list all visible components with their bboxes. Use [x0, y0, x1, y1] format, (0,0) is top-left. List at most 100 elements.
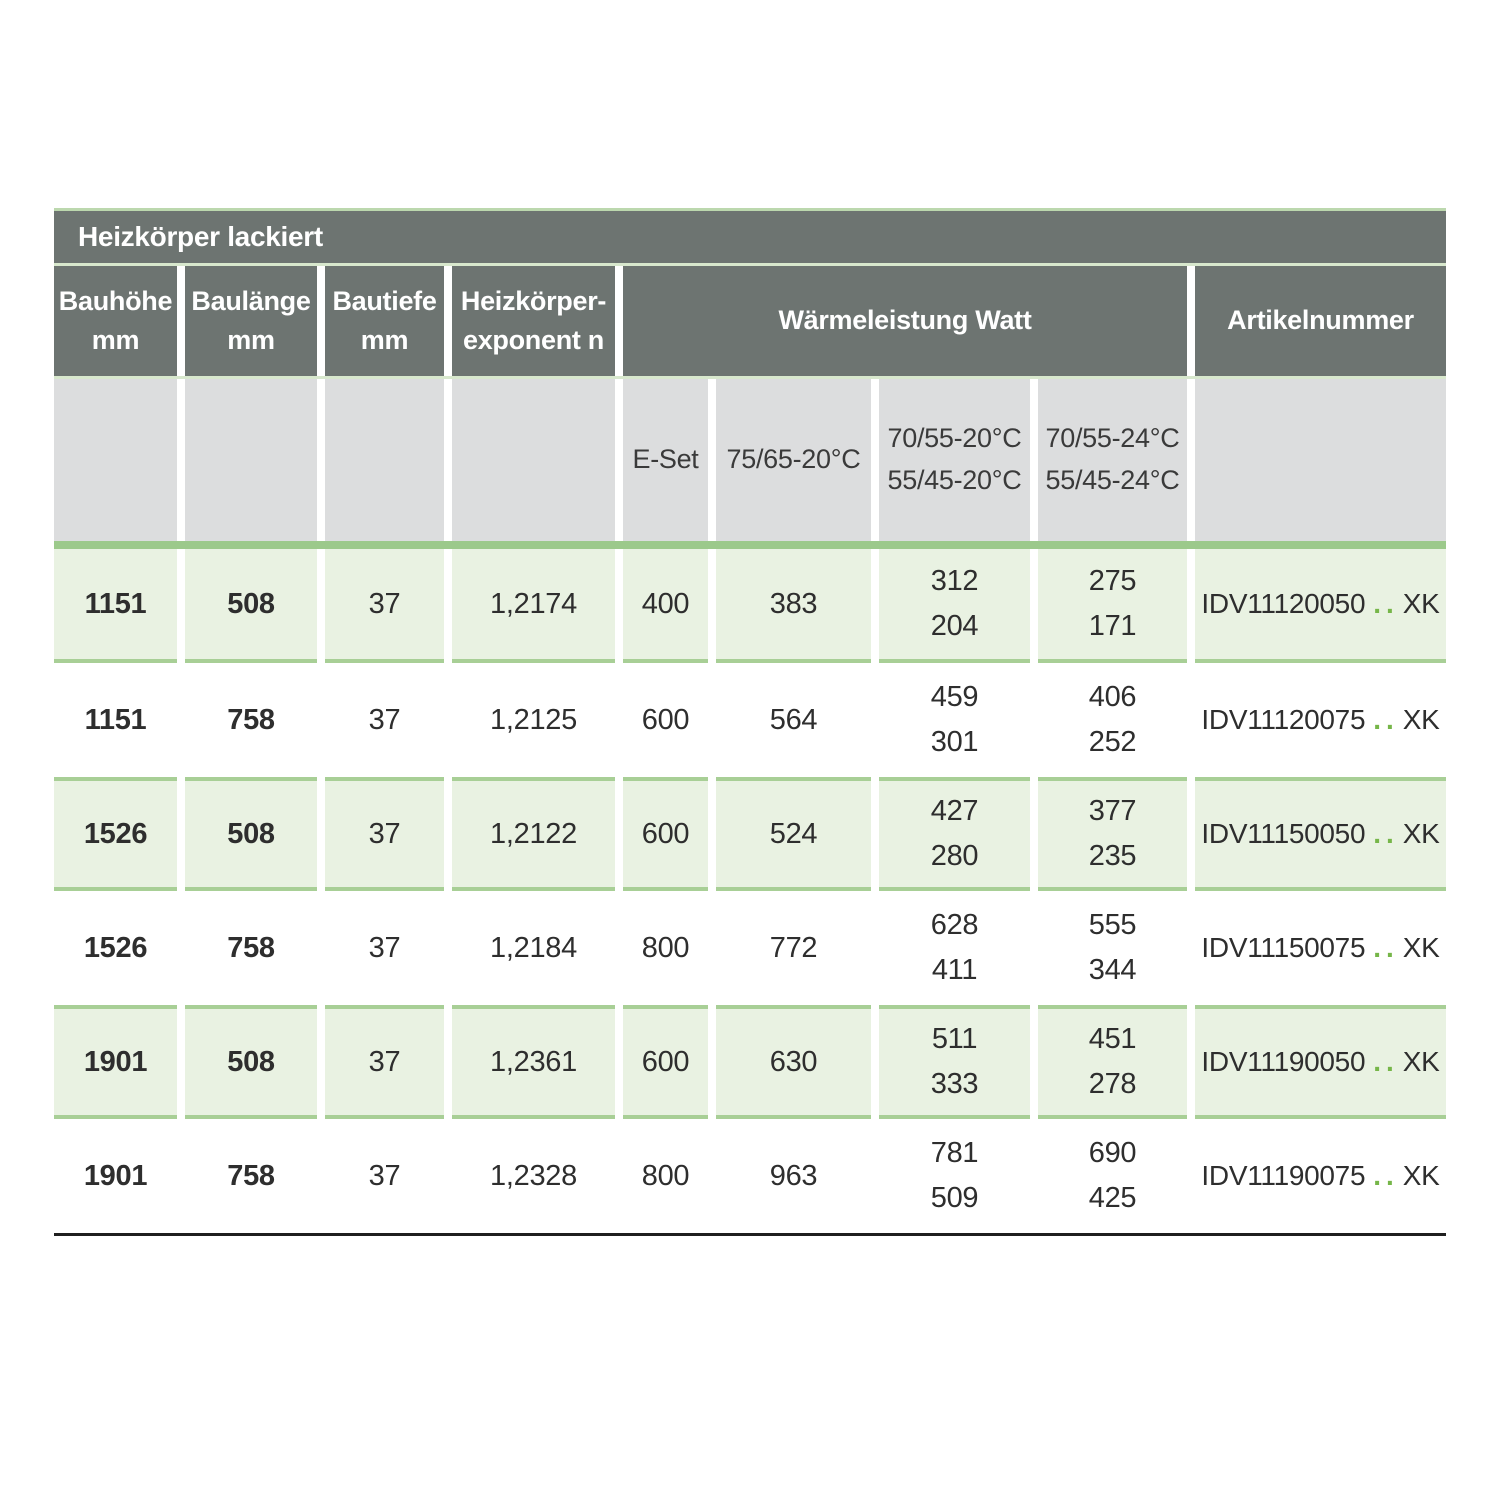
subheader-label: 55/45-20°C	[887, 465, 1022, 495]
watt-low: 278	[1088, 1068, 1137, 1100]
cell-watt-7565: 630	[716, 1005, 871, 1119]
subheader-label: 70/55-20°C	[887, 423, 1022, 454]
cell-watt-7055-24: 451 278	[1038, 1005, 1187, 1119]
subheader-empty	[185, 379, 317, 541]
subheader-empty	[54, 379, 177, 541]
article-dots: ..	[1373, 1046, 1399, 1077]
watt-high: 690	[1088, 1137, 1137, 1170]
header-label: Artikelnummer	[1227, 305, 1414, 336]
table-row: 1526 508 37 1,2122 600 524 427 280 377 2…	[54, 777, 1446, 891]
watt-low: 171	[1088, 610, 1137, 642]
subheader-label: 75/65-20°C	[726, 444, 861, 475]
cell-baulaenge: 758	[185, 1119, 317, 1233]
cell-watt-7055-20: 628 411	[879, 891, 1030, 1005]
watt-low: 411	[931, 954, 978, 986]
table-row: 1526 758 37 1,2184 800 772 628 411 555 3…	[54, 891, 1446, 1005]
article-dots: ..	[1373, 1160, 1399, 1191]
cell-bauhoehe: 1151	[54, 663, 177, 777]
watt-low: 235	[1088, 840, 1137, 872]
article-prefix: IDV11120075	[1201, 704, 1366, 735]
header-label: Wärmeleistung Watt	[778, 305, 1032, 336]
radiator-spec-table: Heizkörper lackiert Bauhöhe mm Baulänge …	[54, 208, 1446, 1236]
subheader-empty	[1195, 379, 1446, 541]
cell-bauhoehe: 1901	[54, 1005, 177, 1119]
table-top-accent-line	[54, 208, 1446, 211]
cell-bautiefe: 37	[325, 663, 444, 777]
table-row: 1151 508 37 1,2174 400 383 312 204 275 1…	[54, 549, 1446, 663]
header-label: Bautiefe	[332, 285, 437, 316]
subheader-7055-20: 70/55-20°C 55/45-20°C	[879, 379, 1030, 541]
cell-watt-7565: 772	[716, 891, 871, 1005]
cell-exponent: 1,2361	[452, 1005, 615, 1119]
cell-watt-7055-24: 555 344	[1038, 891, 1187, 1005]
cell-bauhoehe: 1901	[54, 1119, 177, 1233]
cell-exponent: 1,2184	[452, 891, 615, 1005]
cell-bautiefe: 37	[325, 1119, 444, 1233]
article-dots: ..	[1373, 588, 1399, 619]
watt-high: 555	[1088, 909, 1137, 942]
watt-high: 406	[1088, 681, 1137, 714]
watt-low: 280	[930, 840, 979, 872]
article-suffix: XK	[1402, 818, 1440, 849]
subheader-7565: 75/65-20°C	[716, 379, 871, 541]
subheader-eset: E-Set	[623, 379, 708, 541]
article-prefix: IDV11150075	[1201, 932, 1366, 963]
header-bauhoehe: Bauhöhe mm	[54, 266, 177, 376]
watt-low: 425	[1088, 1182, 1137, 1214]
table-row: 1901 508 37 1,2361 600 630 511 333 451 2…	[54, 1005, 1446, 1119]
article-prefix: IDV11190050	[1201, 1046, 1366, 1077]
watt-high: 511	[931, 1023, 978, 1056]
watt-low: 204	[930, 610, 979, 642]
subheader-label: E-Set	[632, 444, 699, 475]
cell-eset: 800	[623, 1119, 708, 1233]
subheader-empty	[452, 379, 615, 541]
green-divider-band	[54, 541, 1446, 549]
cell-eset: 600	[623, 663, 708, 777]
subheader-row: E-Set 75/65-20°C 70/55-20°C 55/45-20°C 7…	[54, 379, 1446, 541]
watt-low: 509	[930, 1182, 979, 1214]
cell-artikelnummer: IDV11150075.. XK	[1195, 891, 1446, 1005]
cell-bauhoehe: 1526	[54, 891, 177, 1005]
watt-high: 377	[1088, 795, 1137, 828]
subheader-empty	[325, 379, 444, 541]
watt-high: 781	[930, 1137, 979, 1170]
header-label: exponent n	[462, 325, 604, 355]
cell-watt-7055-20: 459 301	[879, 663, 1030, 777]
article-suffix: XK	[1402, 704, 1440, 735]
header-waermeleistung: Wärmeleistung Watt	[623, 266, 1187, 376]
cell-eset: 800	[623, 891, 708, 1005]
cell-watt-7055-20: 312 204	[879, 549, 1030, 663]
table-title-bar: Heizkörper lackiert	[54, 211, 1446, 263]
cell-watt-7055-24: 406 252	[1038, 663, 1187, 777]
watt-high: 628	[930, 909, 979, 942]
header-artikelnummer: Artikelnummer	[1195, 266, 1446, 376]
cell-watt-7055-24: 690 425	[1038, 1119, 1187, 1233]
cell-bauhoehe: 1151	[54, 549, 177, 663]
cell-watt-7565: 383	[716, 549, 871, 663]
watt-low: 252	[1088, 726, 1137, 758]
table-row: 1901 758 37 1,2328 800 963 781 509 690 4…	[54, 1119, 1446, 1233]
cell-artikelnummer: IDV11150050.. XK	[1195, 777, 1446, 891]
article-suffix: XK	[1402, 932, 1440, 963]
watt-high: 451	[1088, 1023, 1137, 1056]
cell-bautiefe: 37	[325, 1005, 444, 1119]
watt-low: 301	[930, 726, 979, 758]
cell-baulaenge: 758	[185, 891, 317, 1005]
watt-high: 427	[930, 795, 979, 828]
table-bottom-line	[54, 1233, 1446, 1236]
separator-line	[54, 263, 1446, 266]
cell-exponent: 1,2328	[452, 1119, 615, 1233]
article-prefix: IDV11150050	[1201, 818, 1366, 849]
watt-high: 312	[930, 565, 979, 598]
cell-watt-7055-20: 781 509	[879, 1119, 1030, 1233]
cell-watt-7565: 963	[716, 1119, 871, 1233]
cell-eset: 600	[623, 1005, 708, 1119]
header-unit: mm	[360, 325, 409, 355]
cell-exponent: 1,2125	[452, 663, 615, 777]
cell-watt-7055-20: 427 280	[879, 777, 1030, 891]
header-unit: mm	[227, 325, 275, 355]
header-bautiefe: Bautiefe mm	[325, 266, 444, 376]
article-prefix: IDV11120050	[1201, 588, 1366, 619]
watt-low: 333	[930, 1068, 979, 1100]
cell-artikelnummer: IDV11120075.. XK	[1195, 663, 1446, 777]
